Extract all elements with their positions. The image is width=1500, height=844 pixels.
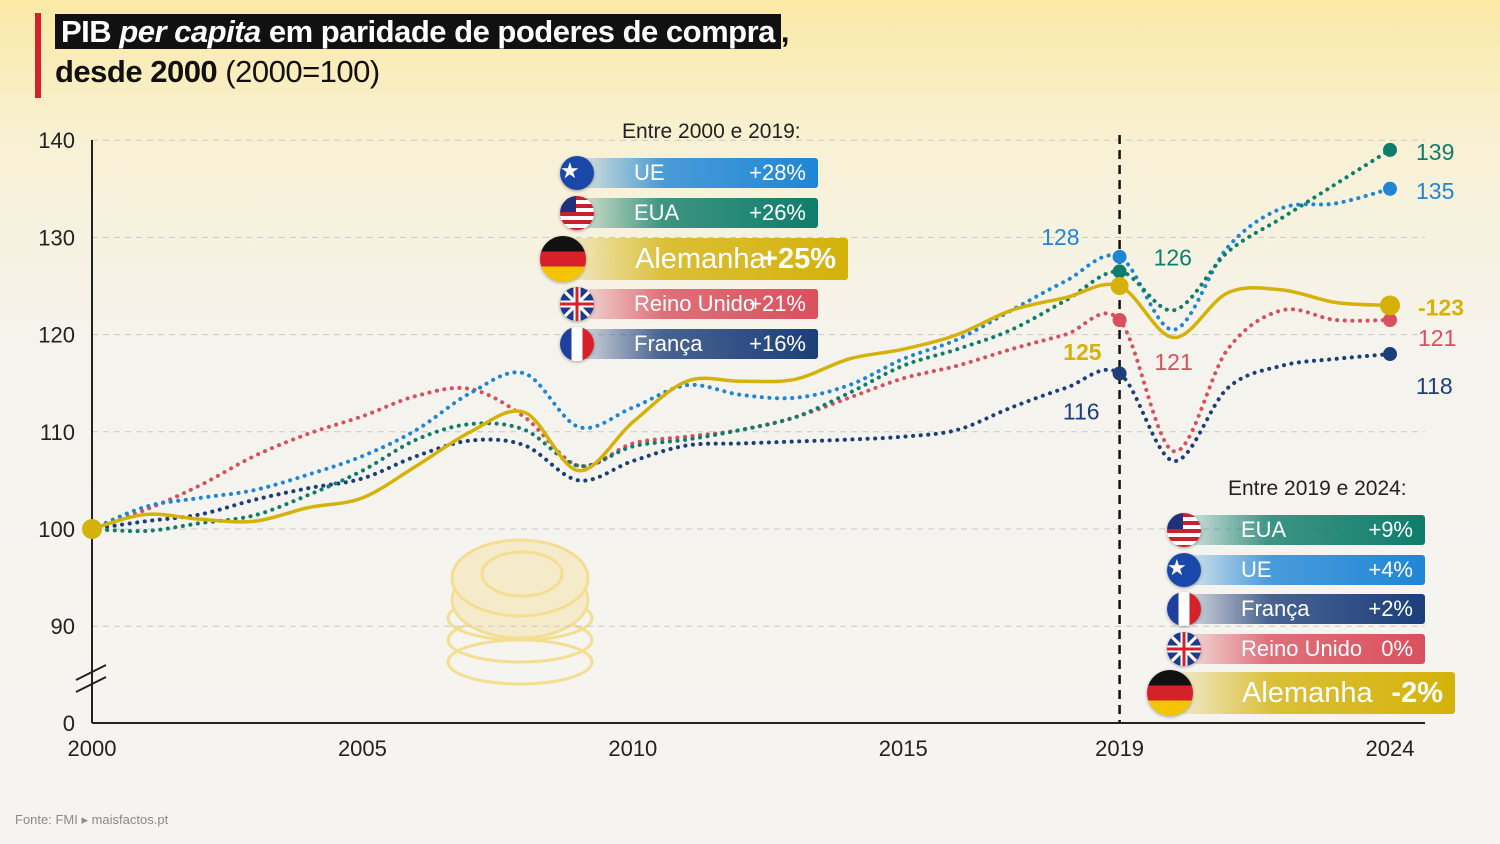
- period1-heading: Entre 2000 e 2019:: [622, 120, 801, 143]
- point-2019-eua: [1112, 264, 1127, 279]
- chart-title: PIB per capita em paridade de poderes de…: [55, 12, 790, 92]
- point-2024-franca: [1383, 347, 1397, 362]
- france-flag-icon: [560, 327, 594, 361]
- badge-country: EUA: [634, 200, 680, 225]
- x-tick-label: 2024: [1366, 736, 1415, 761]
- badge-france: França +16%: [560, 327, 818, 361]
- us-flag-icon: [560, 196, 594, 230]
- badge-country: Alemanha: [635, 243, 766, 275]
- title-part-3: em paridade de poderes de compra: [268, 14, 776, 49]
- badge-country: Alemanha: [1242, 677, 1373, 709]
- badge-country: UE: [634, 160, 665, 185]
- title-comma: ,: [780, 14, 790, 49]
- badge-value: +2%: [1368, 596, 1413, 621]
- label-2019-franca: 116: [1063, 398, 1100, 424]
- series-line-alemanha: [91, 282, 1391, 531]
- badge-us: EUA +26%: [560, 196, 818, 230]
- badge-eu: UE +4%: [1167, 553, 1425, 587]
- label-2024-reino_unido: 121: [1418, 325, 1456, 351]
- x-tick-label: 2010: [608, 736, 657, 761]
- badge-value: 0%: [1381, 636, 1413, 661]
- title-part-2: per capita: [119, 14, 261, 49]
- badge-value: +9%: [1368, 517, 1413, 542]
- label-2019-reino_unido: 121: [1154, 349, 1192, 375]
- badge-uk: Reino Unido +21%: [560, 287, 818, 321]
- badge-eu: UE +28%: [560, 156, 818, 190]
- label-2019-ue: 128: [1041, 224, 1079, 250]
- point-2024-ue: [1383, 181, 1397, 196]
- point-2019-franca: [1112, 366, 1127, 381]
- badge-value: +21%: [749, 291, 806, 316]
- badge-country: Reino Unido: [1241, 636, 1363, 661]
- badge-value: +25%: [761, 243, 836, 275]
- badge-country: UE: [1241, 557, 1272, 582]
- label-2024-alemanha: -123: [1418, 294, 1464, 320]
- badge-value: +26%: [749, 200, 806, 225]
- badge-country: EUA: [1241, 517, 1287, 542]
- eu-flag-icon: [560, 156, 594, 190]
- badge-germany: Alemanha -2%: [1147, 670, 1455, 716]
- title-line2-light: (2000=100): [225, 54, 380, 89]
- x-tick-label: 2005: [338, 736, 387, 761]
- point-2019-ue: [1112, 249, 1127, 264]
- x-tick-label: 2015: [879, 736, 928, 761]
- period2-heading: Entre 2019 e 2024:: [1228, 477, 1407, 500]
- y-tick-label: 140: [38, 128, 75, 153]
- title-part-1: PIB: [61, 14, 112, 49]
- label-2024-franca: 118: [1416, 373, 1453, 399]
- badge-france: França +2%: [1167, 592, 1425, 626]
- title-accent-bar: [35, 13, 41, 98]
- series-line-eua: [90, 147, 1392, 534]
- badge-germany: Alemanha +25%: [540, 236, 848, 282]
- source-note: Fonte: FMI ▸ maisfactos.pt: [15, 812, 169, 827]
- uk-flag-icon: [1167, 632, 1201, 666]
- y-tick-label: 120: [38, 323, 75, 348]
- point-2019-alemanha: [1110, 277, 1129, 295]
- x-tick-label: 2019: [1095, 736, 1144, 761]
- point-2024-reino_unido: [1383, 313, 1397, 328]
- badge-us: EUA +9%: [1167, 513, 1425, 547]
- badge-value: +16%: [749, 331, 806, 356]
- france-flag-icon: [1167, 592, 1201, 626]
- badge-uk: Reino Unido 0%: [1167, 632, 1425, 666]
- title-line2-bold: desde 2000: [55, 54, 218, 89]
- eu-flag-icon: [1167, 553, 1201, 587]
- axis-break-mark: [75, 664, 107, 681]
- series-line-reino_unido: [90, 307, 1392, 531]
- badge-value: -2%: [1391, 677, 1443, 709]
- y-tick-label: 100: [38, 517, 75, 542]
- series-line-franca: [90, 352, 1392, 531]
- germany-flag-icon: [1147, 670, 1193, 716]
- badge-country: França: [1241, 596, 1310, 621]
- point-2024-alemanha: [1380, 295, 1400, 316]
- axis-break-mark: [75, 676, 107, 693]
- badge-value: +28%: [749, 160, 806, 185]
- badge-country: França: [634, 331, 703, 356]
- label-2019-alemanha: 125: [1063, 339, 1102, 365]
- us-flag-icon: [1167, 513, 1201, 547]
- coins-icon: [446, 538, 594, 686]
- y-tick-label: 90: [51, 614, 75, 639]
- badge-country: Reino Unido: [634, 291, 756, 316]
- label-2024-eua: 139: [1416, 139, 1454, 165]
- uk-flag-icon: [560, 287, 594, 321]
- y-tick-label: 110: [40, 420, 75, 445]
- label-2019-eua: 126: [1154, 244, 1192, 270]
- x-tick-label: 2000: [68, 736, 117, 761]
- title-highlight: PIB per capita em paridade de poderes de…: [55, 14, 781, 49]
- germany-flag-icon: [540, 236, 586, 282]
- point-2019-reino_unido: [1112, 313, 1127, 328]
- y-tick-label: 130: [38, 225, 75, 250]
- y-tick-label: 0: [63, 711, 75, 736]
- point-2000-base: [82, 519, 102, 539]
- badge-value: +4%: [1368, 557, 1413, 582]
- point-2024-eua: [1383, 142, 1397, 157]
- label-2024-ue: 135: [1416, 178, 1454, 204]
